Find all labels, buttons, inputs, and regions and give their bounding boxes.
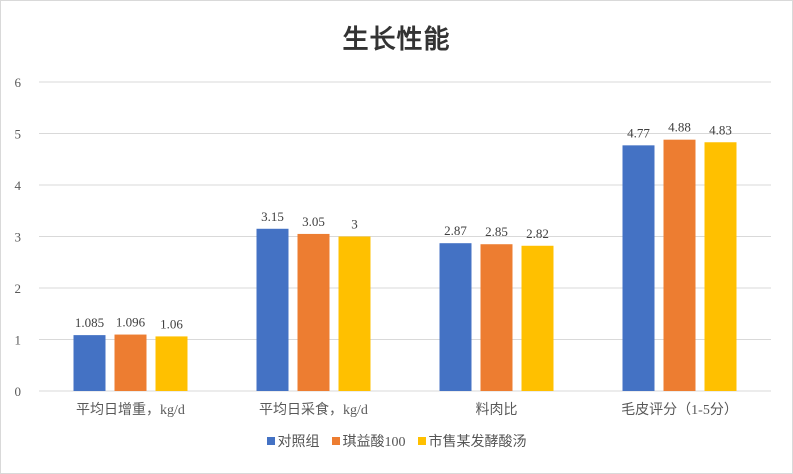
y-tick-label: 0 bbox=[15, 384, 22, 399]
bar-2-3 bbox=[704, 142, 737, 391]
chart-title: 生长性能 bbox=[342, 25, 451, 54]
data-label: 1.085 bbox=[75, 315, 104, 330]
y-tick-label: 2 bbox=[15, 281, 22, 296]
bar-1-0 bbox=[114, 334, 147, 391]
data-label: 2.85 bbox=[485, 224, 508, 239]
data-label: 4.88 bbox=[668, 120, 691, 135]
legend-swatch bbox=[266, 437, 275, 445]
legend-label: 对照组 bbox=[277, 435, 320, 450]
legend-label: 市售某发酵酸汤 bbox=[428, 435, 527, 450]
legend-label: 琪益酸100 bbox=[342, 435, 406, 450]
legend: 对照组 琪益酸100 市售某发酵酸汤 bbox=[1, 431, 792, 451]
data-label: 4.83 bbox=[709, 122, 732, 137]
bar-2-0 bbox=[155, 336, 188, 391]
x-tick-label: 毛皮评分（1-5分） bbox=[621, 402, 738, 418]
y-tick-label: 1 bbox=[15, 333, 22, 348]
legend-item: 市售某发酵酸汤 bbox=[417, 431, 527, 451]
bar-0-2 bbox=[439, 243, 472, 391]
bar-0-3 bbox=[622, 145, 655, 391]
data-label: 1.096 bbox=[116, 315, 146, 330]
data-label: 1.06 bbox=[160, 316, 183, 331]
legend-item: 对照组 bbox=[266, 431, 320, 451]
bar-1-1 bbox=[297, 233, 330, 391]
bar-1-2 bbox=[480, 244, 513, 391]
data-label: 3.05 bbox=[302, 214, 325, 229]
x-tick-label: 平均日增重，kg/d bbox=[76, 402, 185, 418]
legend-item: 琪益酸100 bbox=[331, 431, 406, 451]
data-label: 4.77 bbox=[627, 125, 650, 140]
legend-swatch bbox=[417, 437, 426, 445]
y-tick-label: 5 bbox=[15, 127, 22, 142]
bar-2-1 bbox=[338, 236, 371, 391]
data-label: 3 bbox=[351, 217, 358, 232]
x-tick-label: 料肉比 bbox=[476, 402, 518, 418]
legend-swatch bbox=[331, 437, 340, 445]
bar-0-1 bbox=[256, 228, 289, 391]
y-tick-label: 3 bbox=[15, 230, 22, 245]
y-tick-label: 4 bbox=[15, 178, 22, 193]
y-tick-label: 6 bbox=[15, 75, 22, 90]
data-label: 3.15 bbox=[261, 209, 284, 224]
data-label: 2.87 bbox=[444, 223, 467, 238]
x-tick-label: 平均日采食，kg/d bbox=[259, 401, 368, 418]
bar-1-3 bbox=[663, 139, 696, 391]
bar-2-2 bbox=[521, 245, 554, 391]
data-label: 2.82 bbox=[526, 226, 549, 241]
bar-0-0 bbox=[73, 335, 106, 391]
